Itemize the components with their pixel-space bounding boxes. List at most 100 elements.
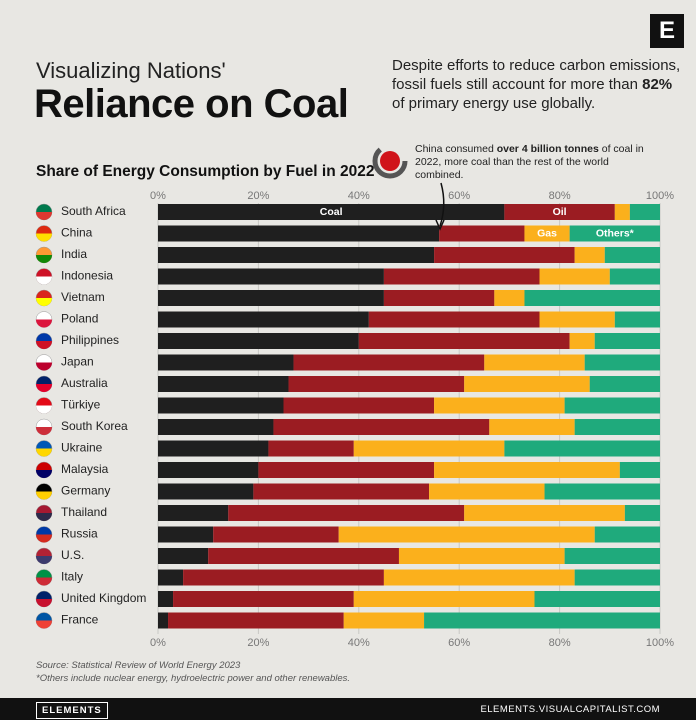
- bar-segment: [594, 526, 660, 543]
- flag: [36, 470, 52, 478]
- bar-segment: [494, 290, 525, 306]
- flag: [36, 405, 52, 414]
- x-tick-label-top: 80%: [549, 190, 571, 202]
- category-label: Russia: [61, 527, 98, 541]
- bar-segment: [158, 569, 184, 586]
- bar-segment: [569, 333, 595, 349]
- bar-segment: [574, 569, 660, 586]
- flag: [36, 341, 52, 349]
- bar-segment: [338, 526, 595, 543]
- series-label: Oil: [553, 206, 567, 218]
- x-tick-label-top: 60%: [448, 190, 470, 202]
- bar-segment: [539, 268, 610, 285]
- site: ELEMENTS.VISUALCAPITALIST.COM: [480, 704, 660, 715]
- x-tick-label-top: 100%: [646, 190, 674, 202]
- flag: [36, 599, 52, 607]
- bar-segment: [524, 290, 660, 306]
- bar-segment: [158, 397, 284, 414]
- bar-segment: [158, 204, 505, 220]
- bar-segment: [158, 354, 294, 371]
- x-tick-label-top: 0%: [150, 190, 166, 202]
- x-tick-label-bottom: 80%: [549, 637, 571, 649]
- description: Despite efforts to reduce carbon emissio…: [392, 56, 682, 113]
- bar-segment: [158, 268, 384, 285]
- bar-segment: [368, 311, 540, 328]
- logo: E: [650, 14, 684, 48]
- bar-segment: [619, 462, 660, 478]
- bar-segment: [504, 204, 615, 220]
- bar-segment: [158, 483, 254, 500]
- bar-segment: [589, 376, 660, 392]
- bar-segment: [158, 419, 274, 435]
- bar-segment: [524, 225, 570, 242]
- flag: [36, 212, 52, 220]
- bar-segment: [429, 483, 545, 500]
- source: Source: Statistical Review of World Ener…: [36, 660, 241, 671]
- category-label: Indonesia: [61, 269, 113, 283]
- bar-segment: [564, 397, 660, 414]
- annotation-text: of coal in 2022, more coal than the rest…: [415, 143, 644, 181]
- bar-segment: [544, 483, 660, 500]
- category-label: Poland: [61, 312, 98, 326]
- bar-segment: [629, 204, 660, 220]
- bar-segment: [293, 354, 485, 371]
- bar-segment: [434, 397, 565, 414]
- annotation-icon: [372, 143, 445, 231]
- x-tick-label-bottom: 60%: [448, 637, 470, 649]
- x-tick-label-bottom: 100%: [646, 637, 674, 649]
- flag: [36, 427, 52, 435]
- footnote: *Others include nuclear energy, hydroele…: [36, 673, 351, 684]
- bar-segment: [158, 612, 169, 629]
- bar-segment: [464, 376, 590, 392]
- annotation: China consumed over 4 billion tonnes of …: [415, 143, 655, 182]
- bar-segment: [574, 247, 605, 263]
- bar-segment: [594, 333, 660, 349]
- bar-segment: [158, 225, 440, 242]
- bar-segment: [398, 548, 565, 564]
- kicker: Visualizing Nations': [36, 58, 226, 83]
- flag: [36, 384, 52, 392]
- bar-segment: [158, 290, 384, 306]
- category-label: Malaysia: [61, 462, 109, 476]
- bar-segment: [213, 526, 339, 543]
- category-label: Thailand: [61, 505, 107, 519]
- bar-segment: [283, 397, 435, 414]
- bar-segment: [228, 505, 465, 521]
- x-tick-label-top: 40%: [348, 190, 370, 202]
- description-text: of primary energy use globally.: [392, 95, 596, 112]
- bar-segment: [439, 225, 525, 242]
- flag: [36, 448, 52, 457]
- bar-segment: [268, 440, 354, 457]
- flag: [36, 577, 52, 586]
- bar-segment: [614, 204, 630, 220]
- category-label: Australia: [61, 376, 108, 390]
- bar-segment: [569, 225, 660, 242]
- chart-title: Share of Energy Consumption by Fuel in 2…: [36, 163, 375, 180]
- brand: ELEMENTS: [36, 702, 108, 719]
- bar-segment: [183, 569, 384, 586]
- bar-segment: [158, 591, 174, 607]
- category-label: China: [61, 226, 93, 240]
- x-tick-label-bottom: 0%: [150, 637, 166, 649]
- flag: [36, 276, 52, 285]
- bar-segment: [539, 311, 615, 328]
- title: Reliance on Coal: [34, 82, 349, 126]
- bar-segment: [484, 354, 585, 371]
- category-label: Germany: [61, 484, 110, 498]
- annotation-highlight: over 4 billion tonnes: [496, 143, 599, 155]
- flag: [36, 233, 52, 242]
- bar-segment: [434, 462, 620, 478]
- bar-segment: [383, 268, 540, 285]
- category-label: South Africa: [61, 204, 126, 218]
- bar-segment: [464, 505, 625, 521]
- bar-segment: [288, 376, 465, 392]
- bar-segment: [534, 591, 660, 607]
- x-tick-label-bottom: 40%: [348, 637, 370, 649]
- flag: [36, 513, 52, 521]
- bar-segment: [258, 462, 435, 478]
- bar-segment: [383, 569, 575, 586]
- flag: [36, 362, 52, 371]
- description-text: Despite efforts to reduce carbon emissio…: [392, 57, 681, 93]
- flag: [36, 255, 52, 263]
